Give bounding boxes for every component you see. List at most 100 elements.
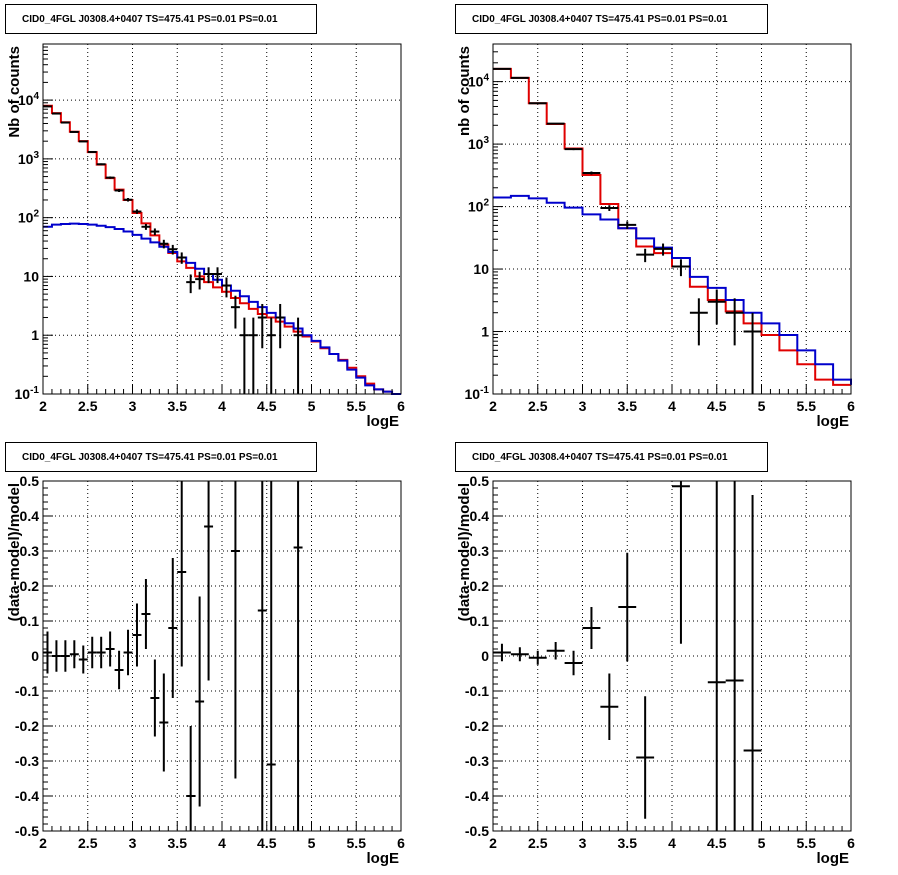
- tick-label: 0: [481, 648, 489, 664]
- tick-label: 2: [39, 835, 47, 851]
- data-point: [600, 205, 619, 211]
- tick-label: 3.5: [168, 398, 188, 414]
- data-point: [636, 696, 655, 819]
- data-point: [87, 636, 97, 669]
- data-point: [51, 640, 61, 672]
- tick-label: 2: [489, 835, 497, 851]
- data-point: [725, 298, 744, 346]
- data-point: [275, 303, 285, 349]
- tick-label: 0.3: [470, 543, 490, 559]
- data-point: [230, 295, 240, 329]
- chart-panel-3: 2 2.5 3 3.5 4 4.5 5 5.5 6 -0.5 -0.4 -0.3 -0.2 -0.1 0 0.…: [6, 473, 405, 867]
- tick-label: 5: [308, 398, 316, 414]
- tick-label: 3: [129, 398, 137, 414]
- chart-panel-4: 2 2.5 3 3.5 4 4.5 5 5.5 6 -0.5 -0.4 -0.3 -0.2 -0.1 0 0.…: [456, 473, 855, 867]
- tick-label: 4.5: [707, 398, 727, 414]
- source-model-series: [43, 222, 401, 395]
- tick-label: -0.4: [15, 788, 39, 804]
- tick-label: 6: [847, 398, 855, 414]
- data-point: [87, 150, 97, 153]
- tick-label: 3.5: [618, 398, 638, 414]
- tick-label: 2.5: [78, 398, 98, 414]
- data-point: [266, 317, 276, 394]
- tick-label: 6: [397, 398, 405, 414]
- data-point: [654, 243, 672, 256]
- tick-label: 0.1: [20, 613, 40, 629]
- data-point: [186, 274, 196, 294]
- data-point: [204, 267, 214, 284]
- data-point: [132, 209, 142, 214]
- tick-label: -0.1: [15, 683, 39, 699]
- tick-label: 5.5: [797, 835, 817, 851]
- tick-label: -0.2: [465, 718, 489, 734]
- data-point: [51, 112, 61, 115]
- data-point: [248, 317, 258, 394]
- x-axis-label: logE: [817, 850, 850, 867]
- tick-label: -0.3: [465, 753, 489, 769]
- tick-label: 5: [308, 835, 316, 851]
- tick-label: 103: [468, 135, 490, 152]
- data-point: [60, 640, 70, 672]
- data-point: [266, 481, 276, 831]
- data-point: [78, 645, 88, 674]
- data-point: [743, 495, 762, 831]
- x-axis-label: logE: [367, 413, 400, 430]
- data-point: [123, 197, 133, 202]
- tick-label: 4: [668, 835, 676, 851]
- data-point: [195, 596, 205, 807]
- tick-label: -0.3: [15, 753, 39, 769]
- tick-label: 3.5: [618, 835, 638, 851]
- data-point: [186, 726, 196, 831]
- data-point: [293, 317, 303, 394]
- data-point: [132, 603, 142, 667]
- x-axis-label: logE: [817, 413, 850, 430]
- data-point: [43, 631, 52, 674]
- data-point: [114, 650, 124, 690]
- data-point: [150, 228, 160, 236]
- data-point: [204, 481, 214, 681]
- data-point: [159, 239, 169, 249]
- data-point: [141, 223, 151, 230]
- data-point: [528, 650, 547, 665]
- tick-label: 10: [23, 268, 39, 284]
- tick-label: 1: [31, 327, 39, 343]
- tick-label: 3.5: [168, 835, 188, 851]
- tick-label: 10-1: [15, 385, 40, 402]
- data-point: [177, 252, 187, 264]
- tick-label: 4: [218, 835, 226, 851]
- tick-label: 0.4: [470, 508, 490, 524]
- tick-label: 0.4: [20, 508, 40, 524]
- data-point: [672, 259, 690, 277]
- tick-label: 5.5: [347, 835, 367, 851]
- tick-label: 4.5: [257, 835, 277, 851]
- data-point: [69, 130, 79, 133]
- panel-title: CID0_4FGL J0308.4+0407 TS=475.41 PS=0.01…: [455, 442, 768, 472]
- tick-label: 4.5: [257, 398, 277, 414]
- data-point: [195, 271, 205, 290]
- data-point: [141, 579, 151, 649]
- tick-label: -0.1: [465, 683, 489, 699]
- data-point: [600, 673, 619, 740]
- tick-label: 0.2: [20, 578, 40, 594]
- data-point: [230, 481, 240, 779]
- tick-label: 0: [31, 648, 39, 664]
- data-point: [707, 481, 726, 831]
- data-point: [105, 176, 115, 179]
- tick-label: 6: [847, 835, 855, 851]
- y-axis-label: nb of counts: [456, 46, 473, 136]
- tick-label: 4: [218, 398, 226, 414]
- tick-label: -0.2: [15, 718, 39, 734]
- tick-label: -0.4: [465, 788, 489, 804]
- tick-label: 0.5: [470, 473, 490, 489]
- data-point: [60, 121, 70, 124]
- tick-label: 3: [579, 835, 587, 851]
- tick-label: 2.5: [528, 835, 548, 851]
- chart-panel-1: 2 2.5 3 3.5 4 4.5 5 5.5 610-1110102103104logENb …: [6, 43, 405, 430]
- tick-label: 0.5: [20, 473, 40, 489]
- tick-label: 5.5: [797, 398, 817, 414]
- tick-label: 5.5: [347, 398, 367, 414]
- tick-label: 103: [18, 150, 40, 167]
- data-point: [725, 481, 744, 831]
- y-axis-label: (data-model)/model: [6, 483, 23, 621]
- data-point: [510, 647, 529, 662]
